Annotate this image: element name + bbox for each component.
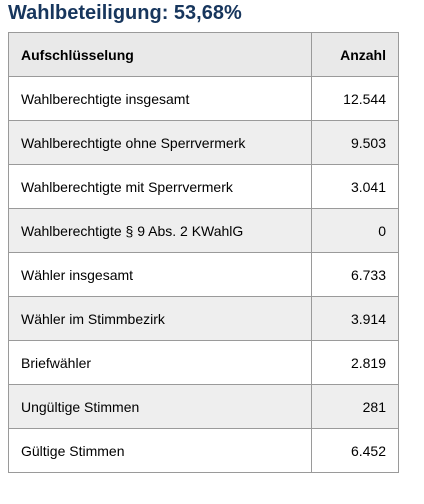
row-value: 3.914 xyxy=(311,296,399,341)
table-row: Wähler im Stimmbezirk 3.914 xyxy=(8,296,399,341)
row-label: Wahlberechtigte ohne Sperrvermerk xyxy=(8,120,312,165)
row-value: 0 xyxy=(311,208,399,253)
page-title: Wahlbeteiligung: 53,68% xyxy=(8,2,242,24)
table-body: Wahlberechtigte insgesamt 12.544 Wahlber… xyxy=(8,76,399,473)
row-label: Wahlberechtigte insgesamt xyxy=(8,76,312,121)
results-table: Aufschlüsselung Anzahl Wahlberechtigte i… xyxy=(8,32,399,473)
row-value: 281 xyxy=(311,384,399,429)
table-row: Wähler insgesamt 6.733 xyxy=(8,252,399,297)
table-header: Aufschlüsselung Anzahl xyxy=(8,32,399,77)
table-row: Wahlberechtigte insgesamt 12.544 xyxy=(8,76,399,121)
row-value: 6.452 xyxy=(311,428,399,473)
row-value: 12.544 xyxy=(311,76,399,121)
row-label: Wähler insgesamt xyxy=(8,252,312,297)
row-label: Wahlberechtigte mit Sperrvermerk xyxy=(8,164,312,209)
header-row: Aufschlüsselung Anzahl xyxy=(8,32,399,77)
table-row: Ungültige Stimmen 281 xyxy=(8,384,399,429)
row-label: Gültige Stimmen xyxy=(8,428,312,473)
column-header-breakdown: Aufschlüsselung xyxy=(8,32,312,77)
table-row: Wahlberechtigte ohne Sperrvermerk 9.503 xyxy=(8,120,399,165)
column-header-count: Anzahl xyxy=(311,32,399,77)
table-row: Briefwähler 2.819 xyxy=(8,340,399,385)
row-label: Ungültige Stimmen xyxy=(8,384,312,429)
row-label: Briefwähler xyxy=(8,340,312,385)
row-value: 6.733 xyxy=(311,252,399,297)
row-value: 9.503 xyxy=(311,120,399,165)
row-label: Wahlberechtigte § 9 Abs. 2 KWahlG xyxy=(8,208,312,253)
row-label: Wähler im Stimmbezirk xyxy=(8,296,312,341)
table-row: Wahlberechtigte mit Sperrvermerk 3.041 xyxy=(8,164,399,209)
table-row: Gültige Stimmen 6.452 xyxy=(8,428,399,473)
row-value: 2.819 xyxy=(311,340,399,385)
row-value: 3.041 xyxy=(311,164,399,209)
table-row: Wahlberechtigte § 9 Abs. 2 KWahlG 0 xyxy=(8,208,399,253)
